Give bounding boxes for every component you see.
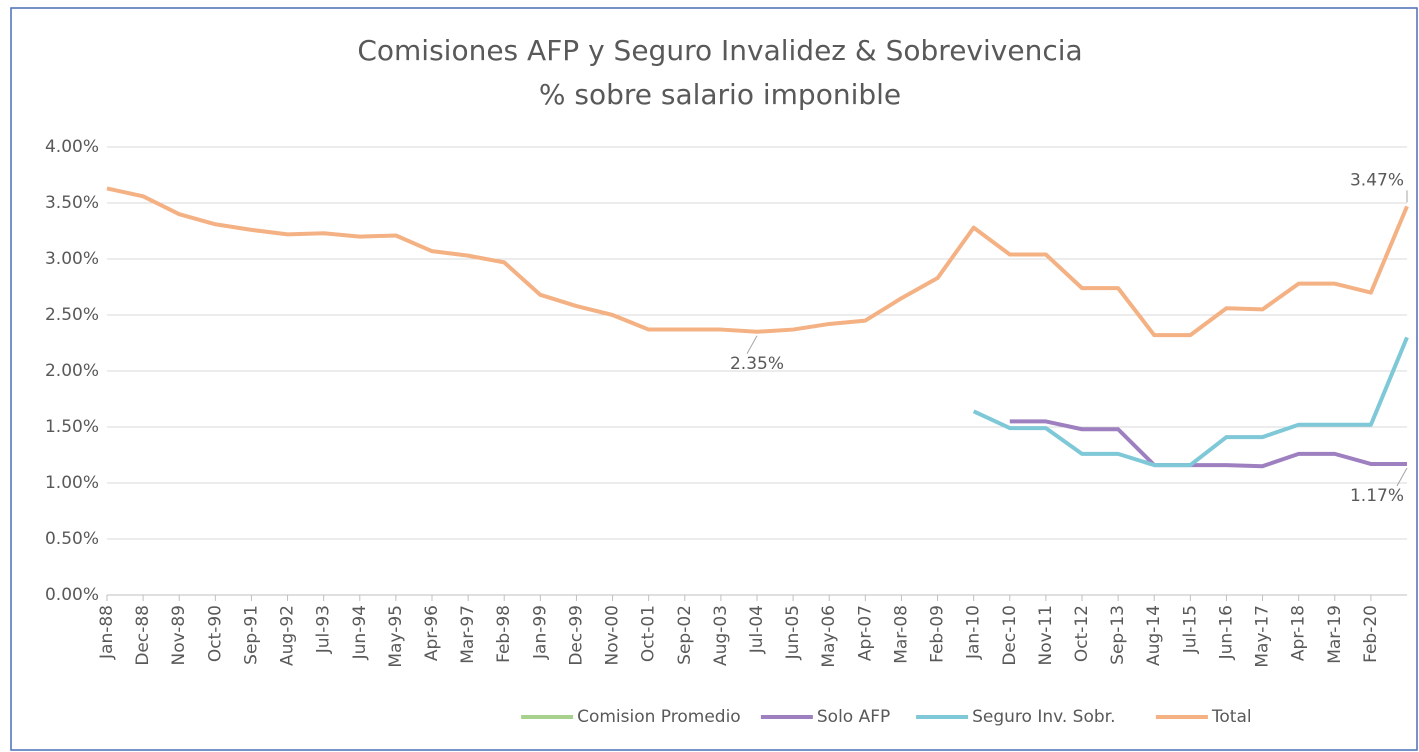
x-tick-label: Apr-07 — [855, 605, 875, 661]
series-line — [972, 336, 1409, 468]
chart-frame — [10, 7, 1418, 751]
y-tick-label: 1.50% — [45, 417, 99, 437]
x-tick-label: Mar-08 — [891, 605, 911, 664]
legend-label: Solo AFP — [817, 707, 890, 727]
x-tick-label: Oct-12 — [1072, 605, 1092, 662]
data-label: 1.17% — [1350, 486, 1404, 506]
x-tick-label: Nov-89 — [169, 605, 189, 666]
x-tick-label: Apr-96 — [422, 605, 442, 661]
label-leader — [746, 335, 758, 355]
x-tick-label: Nov-11 — [1036, 605, 1056, 666]
x-tick-label: Feb-09 — [928, 605, 948, 663]
x-tick-label: Aug-03 — [711, 605, 731, 666]
data-label: 3.47% — [1350, 170, 1404, 190]
x-tick-label: Mar-19 — [1325, 605, 1345, 664]
x-tick-label: Aug-92 — [278, 605, 298, 666]
label-leader — [1396, 467, 1408, 487]
x-tick-label: May-06 — [819, 605, 839, 668]
x-tick-label: Mar-97 — [458, 605, 478, 664]
x-tick-label: Feb-98 — [494, 605, 514, 663]
series-line — [1009, 419, 1407, 469]
y-tick-label: 3.00% — [45, 249, 99, 269]
y-tick-label: 2.00% — [45, 361, 99, 381]
x-tick-label: Aug-14 — [1144, 605, 1164, 666]
x-tick-label: Oct-01 — [639, 605, 659, 662]
x-tick-label: Sep-02 — [675, 605, 695, 665]
chart-title: Comisiones AFP y Seguro Invalidez & Sobr… — [357, 34, 1082, 67]
legend-label: Comision Promedio — [577, 707, 741, 727]
legend-label: Total — [1211, 707, 1252, 727]
x-tick-label: Sep-91 — [241, 605, 261, 665]
chart-subtitle: % sobre salario imponible — [539, 78, 901, 111]
y-tick-label: 2.50% — [45, 305, 99, 325]
x-tick-label: Jul-15 — [1180, 605, 1200, 654]
x-tick-label: Oct-90 — [205, 605, 225, 662]
series-line — [106, 186, 1409, 338]
x-tick-label: Jun-16 — [1216, 605, 1236, 660]
x-tick-label: Dec-99 — [566, 605, 586, 666]
x-tick-label: Dec-88 — [133, 605, 153, 666]
x-tick-label: Jun-94 — [350, 605, 370, 660]
data-label: 2.35% — [730, 354, 784, 374]
x-tick-label: Jun-05 — [783, 605, 803, 660]
legend-label: Seguro Inv. Sobr. — [972, 707, 1115, 727]
x-tick-label: Apr-18 — [1289, 605, 1309, 661]
x-tick-label: Jan-10 — [964, 605, 984, 660]
x-tick-label: Jul-04 — [747, 605, 767, 654]
x-tick-label: Jan-88 — [97, 605, 117, 660]
x-tick-label: Nov-00 — [603, 605, 623, 666]
x-tick-label: Dec-10 — [1000, 605, 1020, 666]
y-tick-label: 0.00% — [45, 585, 99, 605]
x-tick-label: May-17 — [1253, 605, 1273, 668]
x-tick-label: Feb-20 — [1361, 605, 1381, 663]
y-tick-label: 1.00% — [45, 473, 99, 493]
x-tick-label: Sep-13 — [1108, 605, 1128, 665]
y-tick-label: 3.50% — [45, 193, 99, 213]
x-tick-label: Jan-99 — [530, 605, 550, 660]
x-tick-label: Jul-93 — [314, 605, 334, 654]
y-tick-label: 0.50% — [45, 529, 99, 549]
x-tick-label: May-95 — [386, 605, 406, 668]
y-tick-label: 4.00% — [45, 137, 99, 157]
